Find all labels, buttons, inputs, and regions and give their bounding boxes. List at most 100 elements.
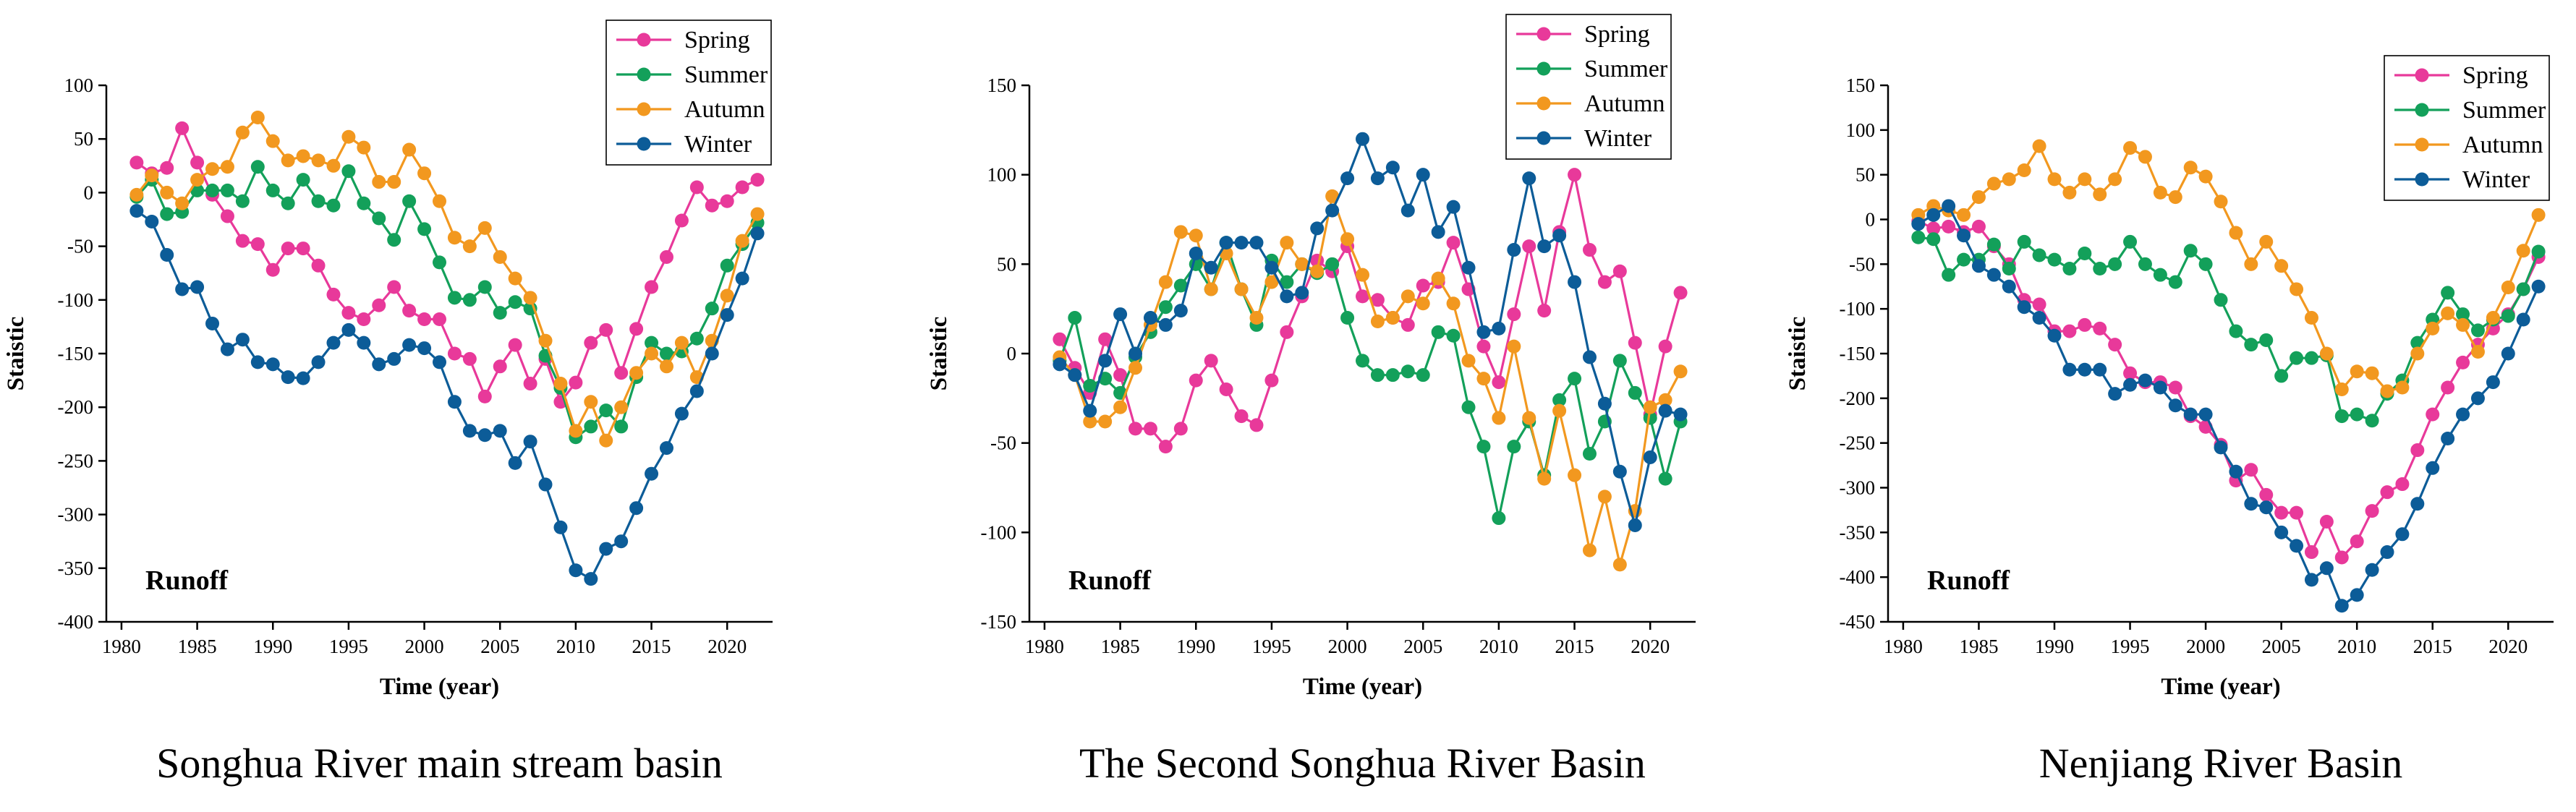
data-point-spring [1612, 264, 1627, 278]
data-point-summer [2470, 323, 2485, 338]
y-tick-label: -50 [1849, 253, 1875, 275]
data-point-winter [2456, 407, 2470, 422]
data-point-spring [1597, 275, 1612, 289]
data-point-autumn [1612, 557, 1627, 572]
data-point-summer [1400, 364, 1415, 379]
data-point-winter [674, 406, 689, 421]
data-point-summer [1356, 354, 1369, 368]
data-point-winter [326, 336, 341, 350]
data-point-winter [1971, 259, 1986, 273]
data-point-spring [1942, 219, 1956, 234]
data-point-winter [2093, 362, 2107, 377]
data-point-winter [629, 501, 644, 516]
data-point-winter [1537, 239, 1552, 254]
data-point-summer [2441, 286, 2455, 300]
data-point-winter [1068, 368, 1082, 383]
data-point-winter [1264, 260, 1279, 275]
data-point-spring [1189, 373, 1203, 388]
data-point-spring [387, 280, 401, 294]
data-point-autumn [1658, 393, 1672, 407]
data-point-spring [2395, 477, 2410, 492]
data-point-winter [2319, 561, 2334, 576]
data-point-autumn [659, 359, 673, 374]
data-point-autumn [281, 153, 295, 168]
x-tick-label: 1980 [102, 636, 141, 657]
data-point-autumn [2078, 172, 2092, 187]
data-point-winter [1416, 168, 1430, 182]
data-point-autumn [2486, 311, 2500, 325]
data-point-summer [2274, 369, 2289, 383]
data-point-spring [2290, 505, 2304, 520]
data-point-winter [2078, 362, 2092, 377]
data-point-autumn [1356, 268, 1369, 282]
x-tick-label: 2015 [632, 636, 671, 657]
data-point-autumn [569, 424, 583, 438]
data-point-summer [2123, 234, 2138, 249]
x-tick-label: 1990 [1176, 636, 1215, 657]
x-axis-title: Time (year) [1303, 674, 1422, 700]
data-point-winter [1173, 304, 1188, 318]
data-point-autumn [1492, 411, 1506, 425]
data-point-winter [2002, 279, 2016, 294]
y-tick-label: -250 [1840, 432, 1876, 454]
x-tick-label: 1980 [1025, 636, 1064, 657]
data-point-spring [477, 389, 492, 403]
data-point-spring [1628, 336, 1642, 350]
data-point-autumn [750, 207, 765, 221]
data-point-winter [1143, 311, 1157, 325]
data-point-summer [2531, 244, 2546, 259]
legend-label-autumn: Autumn [2462, 132, 2543, 158]
data-point-autumn [1552, 403, 1567, 418]
data-point-summer [2290, 351, 2304, 365]
data-point-winter [129, 204, 144, 218]
data-point-summer [1492, 511, 1506, 526]
data-point-winter [2244, 497, 2258, 511]
data-point-winter [2108, 387, 2122, 401]
x-axis-title: Time (year) [2161, 674, 2280, 700]
data-point-spring [1582, 243, 1597, 257]
data-point-autumn [1325, 189, 1340, 203]
data-point-summer [1083, 379, 1097, 393]
y-tick-label: -150 [981, 611, 1017, 633]
y-tick-label: -50 [67, 236, 93, 257]
runoff-annotation: Runoff [1927, 565, 2010, 596]
legend-swatch-marker-winter [637, 137, 651, 151]
data-point-autumn [2244, 257, 2258, 271]
data-point-spring [1053, 332, 1067, 346]
data-point-autumn [190, 173, 205, 187]
data-point-summer [614, 419, 629, 434]
data-point-winter [1128, 346, 1143, 361]
data-point-winter [2350, 588, 2364, 602]
x-tick-label: 2020 [2488, 636, 2528, 657]
data-point-spring [2093, 321, 2107, 336]
data-point-winter [1926, 208, 1941, 222]
data-point-spring [175, 121, 190, 135]
legend-label-spring: Spring [2462, 62, 2528, 89]
data-point-winter [1310, 221, 1325, 236]
data-point-winter [1325, 203, 1340, 218]
data-point-autumn [2304, 311, 2318, 325]
data-point-winter [1053, 357, 1067, 372]
data-point-spring [402, 304, 417, 318]
data-point-spring [1280, 325, 1294, 339]
data-point-autumn [1340, 232, 1355, 247]
data-point-summer [720, 258, 734, 273]
data-point-autumn [553, 377, 568, 391]
data-point-summer [250, 160, 265, 174]
data-point-winter [296, 371, 310, 385]
data-point-summer [2304, 351, 2318, 365]
data-point-autumn [1158, 275, 1173, 289]
data-point-spring [599, 322, 613, 337]
data-point-winter [1280, 289, 1294, 304]
data-point-winter [2017, 300, 2031, 315]
series-winter [1911, 199, 2546, 613]
data-point-spring [2365, 504, 2379, 518]
data-point-winter [2304, 573, 2318, 587]
data-point-winter [387, 351, 401, 366]
data-point-autumn [2410, 346, 2425, 361]
data-point-autumn [2531, 208, 2546, 222]
data-point-summer [462, 293, 477, 307]
data-point-spring [160, 161, 174, 175]
data-point-spring [1098, 332, 1113, 346]
x-tick-label: 1995 [2111, 636, 2150, 657]
